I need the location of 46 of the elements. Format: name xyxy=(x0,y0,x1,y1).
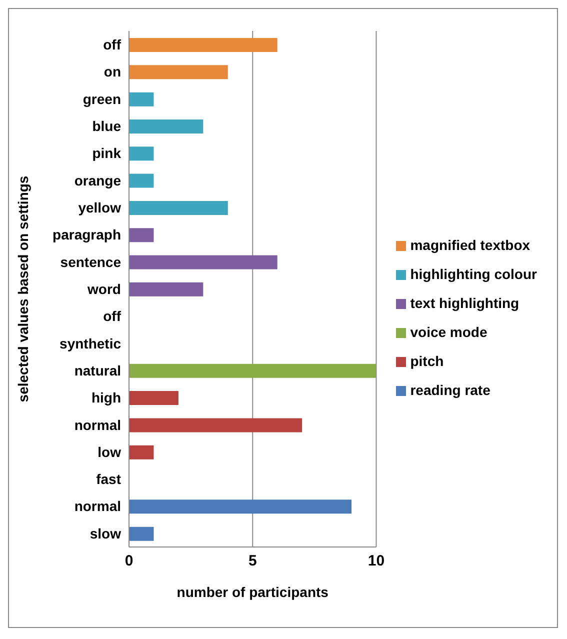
bar xyxy=(129,418,302,432)
bar xyxy=(129,364,376,378)
legend-label: text highlighting xyxy=(410,295,520,311)
x-tick-label: 0 xyxy=(124,552,134,570)
y-tick-label: natural xyxy=(74,362,121,378)
bar xyxy=(129,65,228,80)
y-tick-label: sentence xyxy=(60,254,122,270)
bar xyxy=(129,92,154,106)
y-tick-label: slow xyxy=(90,525,122,542)
y-tick-label: low xyxy=(98,444,122,460)
y-tick-label: on xyxy=(104,64,121,80)
bar xyxy=(129,255,278,270)
bar xyxy=(129,445,154,460)
y-axis-title: selected values based on settings xyxy=(14,176,31,402)
y-tick-label: pink xyxy=(92,145,122,162)
y-tick-label: blue xyxy=(92,118,122,134)
legend-label: pitch xyxy=(410,353,444,369)
legend-label: voice mode xyxy=(410,324,488,340)
bar xyxy=(129,500,352,514)
legend-label: highlighting colour xyxy=(410,266,537,282)
y-tick-label: paragraph xyxy=(52,226,121,243)
y-tick-label: normal xyxy=(74,416,121,433)
bar xyxy=(129,146,154,161)
bar xyxy=(129,282,204,296)
y-tick-label: high xyxy=(91,390,121,406)
bar xyxy=(129,38,278,52)
y-tick-label: orange xyxy=(74,172,122,188)
y-tick-label: synthetic xyxy=(60,335,122,352)
bar xyxy=(129,228,154,242)
x-axis-title: number of participants xyxy=(176,584,329,600)
y-tick-label: off xyxy=(103,36,122,53)
bar xyxy=(129,174,154,188)
y-tick-label: off xyxy=(103,308,122,324)
x-tick-label: 5 xyxy=(248,552,257,570)
x-tick-label: 10 xyxy=(368,552,385,570)
bar xyxy=(129,391,178,406)
bar xyxy=(129,200,228,215)
legend-label: reading rate xyxy=(410,382,490,398)
bar xyxy=(129,526,154,541)
y-tick-label: fast xyxy=(96,471,122,488)
bar xyxy=(129,119,204,134)
y-tick-label: normal xyxy=(74,498,121,514)
y-tick-label: yellow xyxy=(78,199,122,216)
y-tick-label: green xyxy=(82,90,121,107)
legend-label: magnified textbox xyxy=(410,237,530,253)
y-tick-label: word xyxy=(86,280,121,297)
